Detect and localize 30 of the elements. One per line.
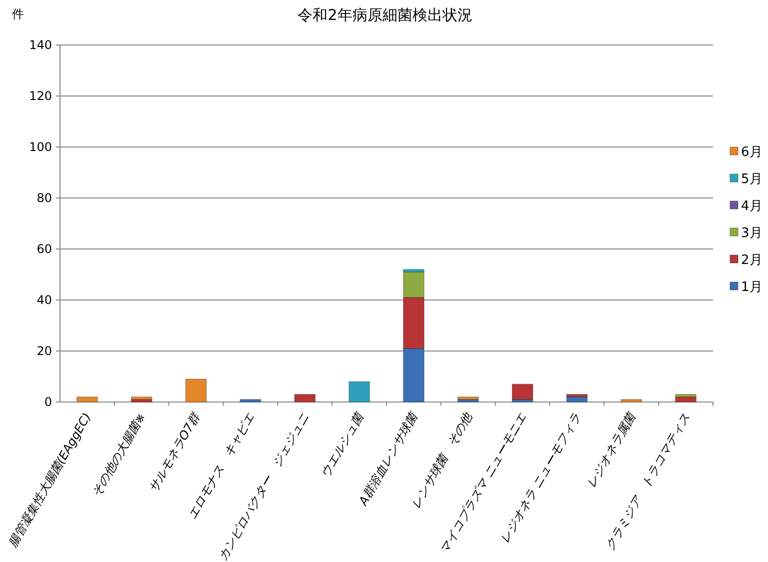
bar [457, 396, 479, 400]
bar [130, 396, 152, 400]
y-tick-label: 40 [36, 293, 52, 307]
legend-label: 4月 [741, 199, 762, 214]
legend-label: 3月 [741, 226, 762, 241]
bar [240, 399, 262, 402]
x-tick-label: その他の大腸菌※ [89, 410, 148, 499]
y-tick-label: 20 [36, 344, 52, 358]
bar [294, 394, 316, 402]
legend-label: 1月 [741, 280, 762, 295]
bar [348, 381, 370, 402]
y-tick-label: 100 [29, 140, 52, 154]
legend-label: 6月 [741, 145, 762, 160]
y-axis-title: 件 [12, 7, 24, 21]
y-tick-label: 0 [44, 395, 52, 409]
bar [512, 384, 534, 400]
bar [76, 396, 98, 402]
bar [185, 378, 207, 402]
y-tick-label: 60 [36, 242, 52, 256]
bar [675, 396, 696, 402]
y-tick-label: 140 [29, 38, 52, 52]
y-tick-label: 120 [29, 89, 52, 103]
x-tick-label: ウエルシュ菌 [318, 408, 367, 480]
x-tick-label: レジオネラ属菌 [584, 408, 639, 490]
legend-label: 5月 [741, 172, 762, 187]
y-tick-label: 80 [36, 191, 52, 205]
bar [566, 396, 588, 402]
bar [620, 399, 642, 402]
legend-label: 2月 [741, 253, 762, 268]
chart-title: 令和2年病原細菌検出状況 [298, 6, 472, 24]
